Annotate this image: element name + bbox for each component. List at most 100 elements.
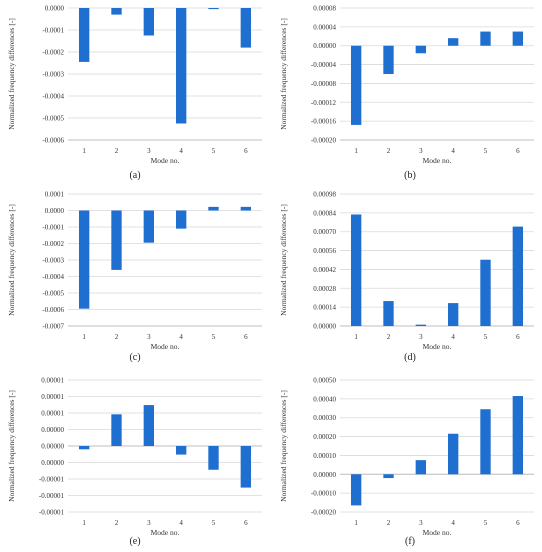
bar-f-2 bbox=[383, 474, 394, 479]
bar-c-5 bbox=[208, 206, 219, 211]
x-tick-label-e: 2 bbox=[115, 519, 119, 527]
bar-b-3 bbox=[415, 45, 427, 54]
bar-f-5 bbox=[480, 409, 491, 475]
x-tick-label-f: 5 bbox=[484, 519, 488, 527]
x-tick-label-b: 3 bbox=[419, 147, 423, 155]
y-tick-label-a: -0.0002 bbox=[42, 49, 64, 57]
chart-c-svg: -0.0007 -0.0006 -0.0005 -0.0004 -0.0003 -0.00… bbox=[7, 191, 262, 351]
y-tick-label-d: 0.00000 bbox=[313, 323, 336, 331]
y-tick-label-c: -0.0002 bbox=[42, 240, 64, 248]
y-tick-label-e: 0.00001 bbox=[41, 377, 64, 385]
panel-label-d: (d) bbox=[404, 352, 416, 363]
panel-label-b: (b) bbox=[404, 170, 416, 181]
y-tick-label-c: -0.0003 bbox=[42, 257, 64, 265]
bar-d-2 bbox=[383, 301, 394, 326]
x-tick-label-e: 6 bbox=[244, 519, 248, 527]
x-tick-label-b: 4 bbox=[451, 147, 455, 155]
y-tick-label-d: 0.00084 bbox=[313, 209, 336, 217]
y-tick-label-b: 0.00008 bbox=[313, 5, 336, 13]
y-tick-label-e: -0.00001 bbox=[39, 476, 65, 484]
bar-a-4 bbox=[175, 8, 187, 124]
bar-b-2 bbox=[383, 45, 394, 74]
y-tick-label-c: -0.0007 bbox=[42, 323, 64, 331]
bar-d-3 bbox=[415, 324, 427, 326]
x-tick-label-f: 4 bbox=[451, 519, 455, 527]
chart-panel-d: 0.00000 0.00014 0.00028 0.00042 0.00056 0.000… bbox=[272, 186, 542, 366]
bar-a-3 bbox=[143, 8, 155, 36]
y-tick-label-f: 0.00040 bbox=[313, 395, 336, 403]
x-tick-label-a: 2 bbox=[115, 147, 119, 155]
y-tick-label-e: -0.00001 bbox=[39, 492, 65, 500]
y-tick-label-e: 0.00000 bbox=[41, 443, 64, 451]
bar-e-4 bbox=[175, 446, 187, 455]
y-tick-label-e: 0.00001 bbox=[41, 393, 64, 401]
chart-d-svg: 0.00000 0.00014 0.00028 0.00042 0.00056 0.000… bbox=[279, 191, 534, 351]
bar-d-1 bbox=[350, 214, 362, 326]
x-tick-label-b: 1 bbox=[354, 147, 358, 155]
x-tick-label-c: 2 bbox=[115, 333, 119, 341]
y-tick-label-c: -0.0006 bbox=[42, 306, 64, 314]
x-tick-label-a: 3 bbox=[147, 147, 151, 155]
y-axis-label-e: Normalized frequency differences [-] bbox=[7, 390, 16, 502]
bar-d-4 bbox=[447, 303, 459, 326]
x-tick-label-d: 1 bbox=[354, 333, 358, 341]
y-axis-label-c: Normalized frequency differences [-] bbox=[7, 204, 16, 316]
x-axis-label-a: Mode no. bbox=[151, 156, 180, 165]
x-axis-label-e: Mode no. bbox=[151, 528, 180, 537]
bar-d-6 bbox=[512, 226, 524, 326]
x-tick-label-c: 6 bbox=[244, 333, 248, 341]
y-tick-label-c: 0.0000 bbox=[45, 207, 65, 215]
y-axis-label-a: Normalized frequency differences [-] bbox=[7, 18, 16, 130]
y-tick-label-a: -0.0006 bbox=[42, 137, 64, 145]
y-tick-label-d: 0.00056 bbox=[313, 247, 336, 255]
x-tick-label-a: 6 bbox=[244, 147, 248, 155]
bar-b-1 bbox=[350, 45, 362, 125]
panel-label-a: (a) bbox=[129, 170, 141, 181]
y-tick-label-f: -0.00020 bbox=[311, 509, 337, 517]
bar-a-5 bbox=[208, 8, 219, 10]
bar-f-3 bbox=[415, 460, 427, 475]
bar-e-2 bbox=[111, 414, 122, 446]
x-axis-label-d: Mode no. bbox=[423, 342, 452, 351]
y-tick-label-d: 0.00014 bbox=[313, 304, 336, 312]
x-tick-label-c: 5 bbox=[212, 333, 216, 341]
chart-b-svg: -0.00020 -0.00016 -0.00012 -0.00008 -0.00004… bbox=[279, 5, 534, 165]
bar-f-1 bbox=[350, 474, 362, 506]
bar-f-4 bbox=[447, 433, 459, 475]
x-tick-label-e: 4 bbox=[179, 519, 183, 527]
bar-b-6 bbox=[512, 31, 524, 46]
y-tick-label-e: 0.00000 bbox=[41, 426, 64, 434]
y-tick-label-f: 0.00030 bbox=[313, 414, 336, 422]
y-tick-label-b: 0.00000 bbox=[313, 42, 336, 50]
x-tick-label-c: 3 bbox=[147, 333, 151, 341]
x-tick-label-f: 3 bbox=[419, 519, 423, 527]
y-tick-label-c: -0.0005 bbox=[42, 290, 64, 298]
y-axis-label-d: Normalized frequency differences [-] bbox=[279, 204, 288, 316]
x-tick-label-d: 6 bbox=[516, 333, 520, 341]
x-tick-label-d: 4 bbox=[451, 333, 455, 341]
x-tick-label-b: 2 bbox=[387, 147, 391, 155]
y-tick-label-b: 0.00004 bbox=[313, 23, 336, 31]
y-tick-label-d: 0.00042 bbox=[313, 266, 336, 274]
bar-d-5 bbox=[480, 259, 491, 326]
x-tick-label-c: 1 bbox=[82, 333, 86, 341]
y-tick-label-a: -0.0003 bbox=[42, 71, 64, 79]
y-tick-label-f: 0.00010 bbox=[313, 452, 336, 460]
x-tick-label-a: 4 bbox=[179, 147, 183, 155]
y-tick-label-c: 0.0001 bbox=[45, 191, 65, 199]
y-tick-label-a: -0.0004 bbox=[42, 93, 64, 101]
y-tick-label-d: 0.00028 bbox=[313, 285, 336, 293]
panel-label-e: (e) bbox=[129, 536, 141, 547]
bar-e-1 bbox=[78, 446, 90, 450]
y-tick-label-c: -0.0004 bbox=[42, 273, 64, 281]
y-tick-label-a: -0.0005 bbox=[42, 115, 64, 123]
bar-e-3 bbox=[143, 405, 155, 446]
chart-panel-c: -0.0007 -0.0006 -0.0005 -0.0004 -0.0003 -0.00… bbox=[0, 186, 270, 366]
y-tick-label-d: 0.00098 bbox=[313, 191, 336, 199]
bar-c-3 bbox=[143, 210, 155, 243]
bar-b-4 bbox=[447, 38, 459, 46]
panel-label-f: (f) bbox=[405, 536, 415, 547]
x-tick-label-a: 5 bbox=[212, 147, 216, 155]
bar-a-6 bbox=[240, 8, 252, 48]
y-tick-label-b: -0.00020 bbox=[311, 137, 337, 145]
